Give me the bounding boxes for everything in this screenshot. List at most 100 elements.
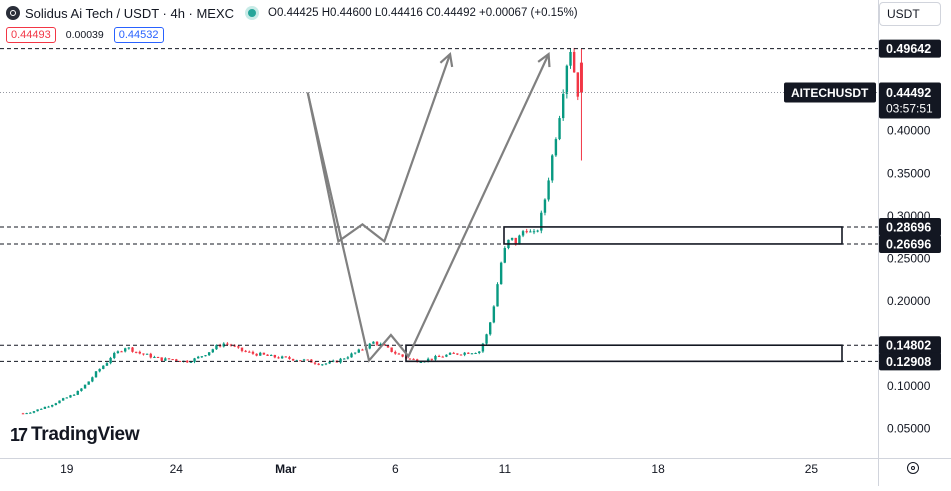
candle-body bbox=[164, 358, 167, 361]
candle-body bbox=[579, 62, 583, 93]
candle-body bbox=[503, 248, 506, 263]
candle-body bbox=[459, 354, 463, 356]
candle-body bbox=[207, 352, 211, 356]
candle-body bbox=[76, 390, 79, 395]
candle-body bbox=[167, 358, 171, 360]
candle-body bbox=[149, 353, 152, 358]
candle-body bbox=[572, 51, 576, 73]
market-open-icon bbox=[248, 9, 257, 17]
trade-buttons: 0.44493 0.00039 0.44532 bbox=[6, 27, 164, 43]
candle-body bbox=[379, 343, 382, 345]
candle-body bbox=[120, 351, 123, 353]
gear-icon[interactable] bbox=[907, 462, 919, 474]
candle-body bbox=[478, 351, 481, 353]
candle-body bbox=[368, 343, 371, 349]
candle-body bbox=[419, 361, 423, 363]
candle-body bbox=[346, 357, 350, 359]
candle-body bbox=[72, 394, 76, 396]
time-tick-label: Mar bbox=[275, 462, 297, 476]
candle-body bbox=[518, 235, 521, 245]
candle-body bbox=[529, 231, 532, 233]
candle-body bbox=[51, 405, 54, 407]
candle-body bbox=[25, 413, 28, 415]
candle-body bbox=[357, 349, 360, 353]
candle-body bbox=[521, 231, 525, 236]
candle-body bbox=[237, 346, 240, 348]
price-level-tag-label: 0.26696 bbox=[886, 237, 931, 251]
price-level-tag bbox=[879, 217, 941, 236]
price-level-tag-label: 0.12908 bbox=[886, 355, 931, 369]
buy-button[interactable]: 0.44532 bbox=[113, 27, 164, 43]
candle-body bbox=[445, 354, 448, 357]
candle-body bbox=[102, 365, 105, 369]
sell-button[interactable]: 0.44493 bbox=[6, 27, 56, 43]
candle-body bbox=[204, 355, 207, 357]
candle-body bbox=[124, 348, 127, 352]
candle-body bbox=[116, 351, 120, 354]
candle-body bbox=[248, 351, 251, 353]
candle-body bbox=[302, 359, 306, 361]
candle-body bbox=[69, 395, 72, 398]
candle-body bbox=[65, 397, 68, 399]
candle-body bbox=[280, 356, 284, 359]
candle-body bbox=[156, 356, 160, 358]
spread-value: 0.00039 bbox=[65, 29, 104, 41]
price-tick-label: 0.25000 bbox=[887, 251, 931, 265]
candle-body bbox=[372, 341, 375, 344]
time-tick-label: 25 bbox=[805, 462, 819, 476]
candle-body bbox=[540, 212, 543, 231]
candle-body bbox=[29, 412, 32, 414]
candle-body bbox=[153, 356, 156, 358]
candle-body bbox=[197, 356, 200, 359]
candle-body bbox=[273, 355, 277, 358]
candle-body bbox=[441, 356, 444, 358]
candle-body bbox=[536, 230, 539, 232]
time-tick-label: 11 bbox=[499, 462, 512, 476]
candle-body bbox=[131, 347, 134, 352]
tradingview-logo[interactable]: 17 TradingView bbox=[10, 424, 140, 446]
candle-body bbox=[386, 345, 390, 348]
currency-button[interactable]: USDT bbox=[879, 2, 941, 26]
candle-body bbox=[321, 364, 324, 366]
candle-body bbox=[47, 406, 50, 408]
candle-body bbox=[485, 334, 488, 344]
candle-body bbox=[496, 284, 499, 307]
symbol-logo-icon bbox=[6, 6, 20, 20]
candle-body bbox=[353, 352, 357, 354]
candle-body bbox=[332, 360, 335, 362]
candle-body bbox=[266, 354, 269, 356]
candle-body bbox=[390, 347, 393, 352]
price-level-tag-label: 0.28696 bbox=[886, 220, 931, 234]
candle-body bbox=[58, 400, 61, 404]
countdown-label: 03:57:51 bbox=[886, 101, 933, 115]
candle-body bbox=[554, 139, 558, 156]
candle-body bbox=[36, 409, 39, 412]
candle-body bbox=[43, 406, 47, 409]
candle-body bbox=[218, 345, 222, 347]
candle-body bbox=[543, 199, 547, 213]
candle-body bbox=[215, 345, 218, 350]
candle-body bbox=[200, 356, 204, 358]
tradingview-wordmark: TradingView bbox=[31, 424, 140, 445]
candle-body bbox=[434, 356, 437, 360]
candle-body bbox=[489, 322, 492, 335]
candle-body bbox=[277, 357, 280, 359]
candle-body bbox=[514, 237, 517, 245]
price-level-tag bbox=[879, 352, 941, 371]
price-tick-label: 0.40000 bbox=[887, 124, 931, 138]
candle-body bbox=[171, 359, 174, 361]
price-level-tag bbox=[879, 336, 941, 355]
candle-body bbox=[259, 352, 262, 356]
candle-body bbox=[105, 363, 109, 366]
candle-body bbox=[87, 381, 90, 385]
candle-body bbox=[54, 403, 58, 406]
time-tick-label: 6 bbox=[392, 462, 399, 476]
candle-body bbox=[98, 368, 101, 372]
price-level-tag-label: 0.14802 bbox=[886, 339, 931, 353]
chart-header: Solidus Ai Tech / USDT · 4h · MEXC O0.44… bbox=[6, 4, 578, 22]
candle-body bbox=[576, 72, 579, 97]
candle-body bbox=[467, 352, 470, 354]
symbol-title[interactable]: Solidus Ai Tech / USDT · 4h · MEXC bbox=[25, 5, 235, 21]
